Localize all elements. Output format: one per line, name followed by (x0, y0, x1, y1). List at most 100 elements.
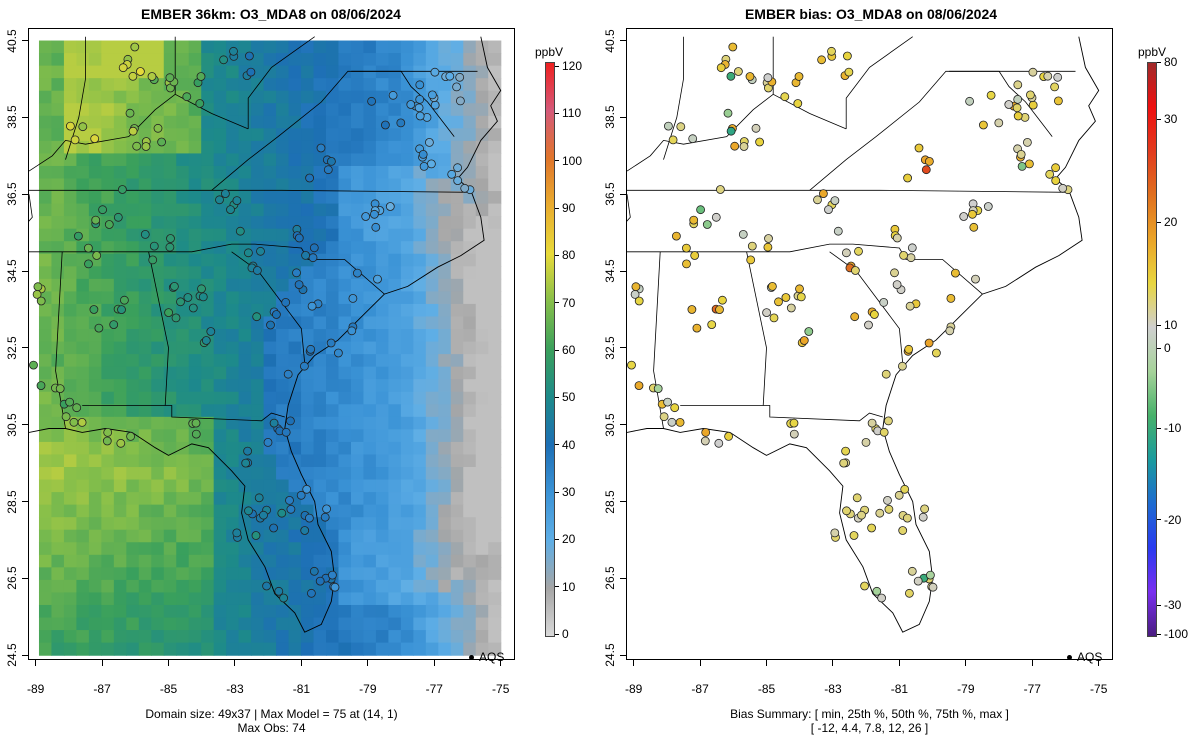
bias-site-marker[interactable] (842, 51, 852, 61)
bias-site-marker[interactable] (867, 523, 877, 533)
aqs-site-marker[interactable] (232, 528, 242, 538)
bias-site-marker[interactable] (839, 458, 849, 468)
aqs-site-marker[interactable] (452, 82, 462, 92)
bias-site-marker[interactable] (688, 134, 698, 144)
aqs-site-marker[interactable] (315, 576, 325, 586)
bias-site-marker[interactable] (767, 281, 777, 291)
aqs-site-marker[interactable] (118, 63, 128, 73)
bias-site-marker[interactable] (711, 212, 721, 222)
bias-site-marker[interactable] (817, 55, 827, 65)
aqs-site-marker[interactable] (388, 90, 398, 100)
bias-site-marker[interactable] (879, 427, 889, 437)
bias-site-marker[interactable] (1058, 183, 1068, 193)
bias-site-marker[interactable] (762, 308, 772, 318)
aqs-site-marker[interactable] (418, 150, 428, 159)
bias-site-marker[interactable] (986, 90, 996, 100)
aqs-site-marker[interactable] (430, 67, 440, 77)
aqs-site-marker[interactable] (188, 303, 198, 313)
aqs-site-marker[interactable] (141, 142, 151, 151)
aqs-site-marker[interactable] (197, 284, 206, 294)
bias-site-marker[interactable] (682, 243, 691, 253)
aqs-site-marker[interactable] (427, 90, 437, 100)
aqs-site-marker[interactable] (266, 320, 275, 330)
aqs-site-marker[interactable] (277, 508, 287, 518)
bias-site-marker[interactable] (763, 242, 773, 252)
bias-site-marker[interactable] (668, 135, 678, 145)
aqs-site-marker[interactable] (455, 72, 465, 82)
aqs-site-marker[interactable] (104, 220, 114, 229)
bias-site-marker[interactable] (924, 338, 934, 348)
aqs-site-marker[interactable] (140, 229, 150, 239)
aqs-site-marker[interactable] (191, 418, 201, 428)
aqs-site-marker[interactable] (309, 566, 319, 576)
bias-site-marker[interactable] (663, 397, 672, 407)
bias-site-marker[interactable] (1022, 138, 1032, 147)
bias-site-marker[interactable] (723, 108, 733, 118)
aqs-site-marker[interactable] (361, 212, 371, 221)
bias-site-marker[interactable] (692, 323, 702, 333)
aqs-site-marker[interactable] (128, 126, 138, 136)
bias-site-marker[interactable] (830, 196, 840, 206)
bias-site-marker[interactable] (653, 384, 663, 394)
aqs-site-marker[interactable] (396, 118, 406, 128)
bias-site-marker[interactable] (931, 348, 941, 358)
aqs-site-marker[interactable] (300, 526, 310, 535)
aqs-site-marker[interactable] (246, 67, 256, 77)
aqs-site-marker[interactable] (92, 251, 102, 260)
bias-site-marker[interactable] (918, 512, 928, 522)
aqs-site-marker[interactable] (252, 266, 262, 275)
aqs-site-marker[interactable] (285, 495, 294, 505)
aqs-site-marker[interactable] (65, 397, 74, 407)
bias-site-marker[interactable] (906, 253, 916, 263)
aqs-site-marker[interactable] (296, 490, 306, 500)
bias-site-marker[interactable] (913, 576, 923, 586)
bias-site-marker[interactable] (854, 246, 863, 256)
aqs-site-marker[interactable] (166, 234, 175, 243)
aqs-site-marker[interactable] (307, 301, 317, 311)
bias-site-marker[interactable] (664, 121, 673, 131)
bias-site-marker[interactable] (1028, 100, 1038, 110)
aqs-site-marker[interactable] (254, 493, 264, 503)
bias-site-marker[interactable] (827, 46, 836, 56)
bias-site-marker[interactable] (945, 326, 955, 336)
aqs-site-marker[interactable] (256, 246, 265, 256)
aqs-site-marker[interactable] (196, 72, 206, 81)
aqs-site-marker[interactable] (128, 71, 138, 81)
aqs-site-marker[interactable] (33, 282, 43, 292)
aqs-site-marker[interactable] (74, 231, 83, 241)
bias-site-marker[interactable] (789, 429, 799, 439)
bias-site-marker[interactable] (920, 504, 930, 514)
aqs-site-marker[interactable] (220, 189, 230, 199)
aqs-site-marker[interactable] (326, 156, 336, 166)
aqs-site-marker[interactable] (380, 120, 390, 130)
aqs-site-marker[interactable] (94, 323, 104, 333)
aqs-site-marker[interactable] (229, 46, 238, 56)
bias-site-marker[interactable] (1013, 80, 1023, 90)
bias-site-marker[interactable] (728, 42, 738, 52)
bias-site-marker[interactable] (687, 305, 697, 314)
aqs-site-marker[interactable] (415, 80, 425, 90)
bias-site-marker[interactable] (1051, 176, 1061, 186)
aqs-site-marker[interactable] (302, 484, 312, 494)
aqs-site-marker[interactable] (348, 293, 358, 303)
aqs-site-marker[interactable] (136, 67, 145, 76)
bias-site-marker[interactable] (824, 205, 833, 215)
bias-site-marker[interactable] (883, 495, 892, 505)
aqs-site-marker[interactable] (61, 412, 71, 422)
bias-site-marker[interactable] (849, 531, 859, 540)
aqs-site-marker[interactable] (113, 212, 123, 222)
bias-site-marker[interactable] (928, 582, 938, 592)
model-map-plot[interactable] (28, 28, 515, 660)
bias-site-marker[interactable] (714, 438, 724, 448)
aqs-site-marker[interactable] (201, 336, 211, 345)
bias-site-marker[interactable] (883, 416, 893, 426)
bias-site-marker[interactable] (841, 446, 851, 456)
bias-site-marker[interactable] (1004, 100, 1014, 109)
aqs-site-marker[interactable] (66, 121, 75, 131)
bias-site-marker[interactable] (852, 493, 862, 503)
bias-site-marker[interactable] (1043, 71, 1053, 81)
bias-site-marker[interactable] (702, 220, 712, 229)
bias-site-marker[interactable] (914, 143, 924, 153)
bias-site-marker[interactable] (879, 297, 889, 307)
bias-site-marker[interactable] (892, 233, 902, 243)
